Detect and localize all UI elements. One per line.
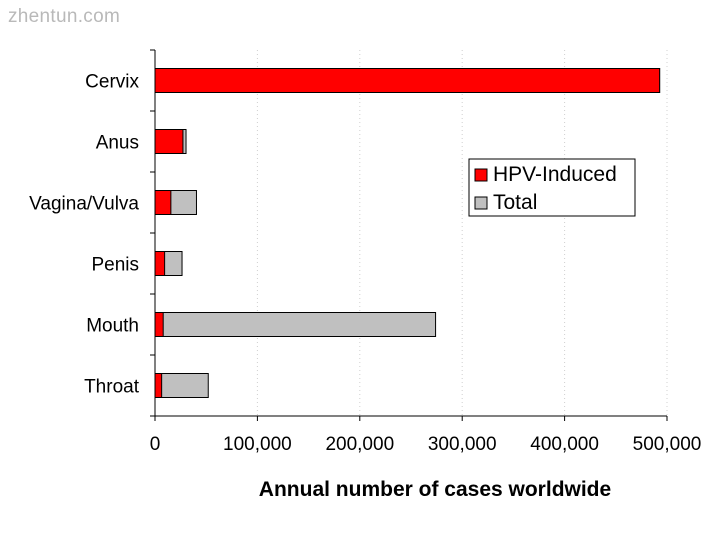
x-tick-label: 400,000: [530, 434, 599, 455]
bar-hpv-induced: [154, 129, 184, 154]
bar-hpv-induced: [154, 68, 661, 93]
x-tick-label: 500,000: [633, 434, 702, 455]
legend-label: Total: [493, 191, 537, 214]
bar-hpv-induced: [154, 312, 164, 337]
bar-hpv-induced: [154, 251, 166, 276]
x-tick-label: 100,000: [223, 434, 292, 455]
legend: HPV-Induced Total: [468, 158, 636, 217]
legend-swatch: [474, 168, 488, 182]
category-label: Penis: [91, 255, 139, 276]
watermark: zhentun.com: [8, 6, 121, 27]
bar-total: [154, 312, 437, 337]
bar-total: [154, 373, 209, 398]
grid-lines: [256, 50, 668, 416]
category-label: Vagina/Vulva: [29, 194, 139, 215]
x-tick-labels: 0 100,000 200,000 300,000 400,000 500,000: [150, 434, 702, 455]
x-tick-label: 200,000: [325, 434, 394, 455]
legend-swatch: [474, 196, 488, 210]
category-label: Mouth: [86, 316, 139, 337]
axes: [150, 49, 668, 421]
category-label: Throat: [84, 377, 140, 398]
x-tick-label: 300,000: [428, 434, 497, 455]
legend-label: HPV-Induced: [493, 163, 617, 186]
category-labels: Cervix Anus Vagina/Vulva Penis Mouth Throat: [29, 72, 140, 398]
legend-box: [468, 158, 636, 217]
category-label: Cervix: [85, 72, 139, 93]
x-axis-title: Annual number of cases worldwide: [259, 478, 611, 501]
category-label: Anus: [96, 133, 139, 154]
bar-hpv-induced: [154, 190, 172, 215]
bars: [154, 68, 661, 398]
x-tick-label: 0: [150, 434, 161, 455]
bar-hpv-induced: [154, 373, 163, 398]
